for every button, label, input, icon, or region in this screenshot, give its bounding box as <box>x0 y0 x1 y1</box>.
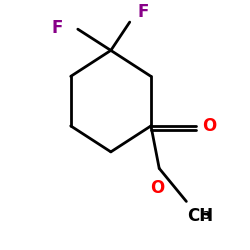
Text: F: F <box>138 3 149 21</box>
Text: CH: CH <box>188 207 214 225</box>
Text: O: O <box>202 117 216 135</box>
Text: 3: 3 <box>202 211 210 221</box>
Text: F: F <box>51 19 62 37</box>
Text: O: O <box>150 179 164 197</box>
